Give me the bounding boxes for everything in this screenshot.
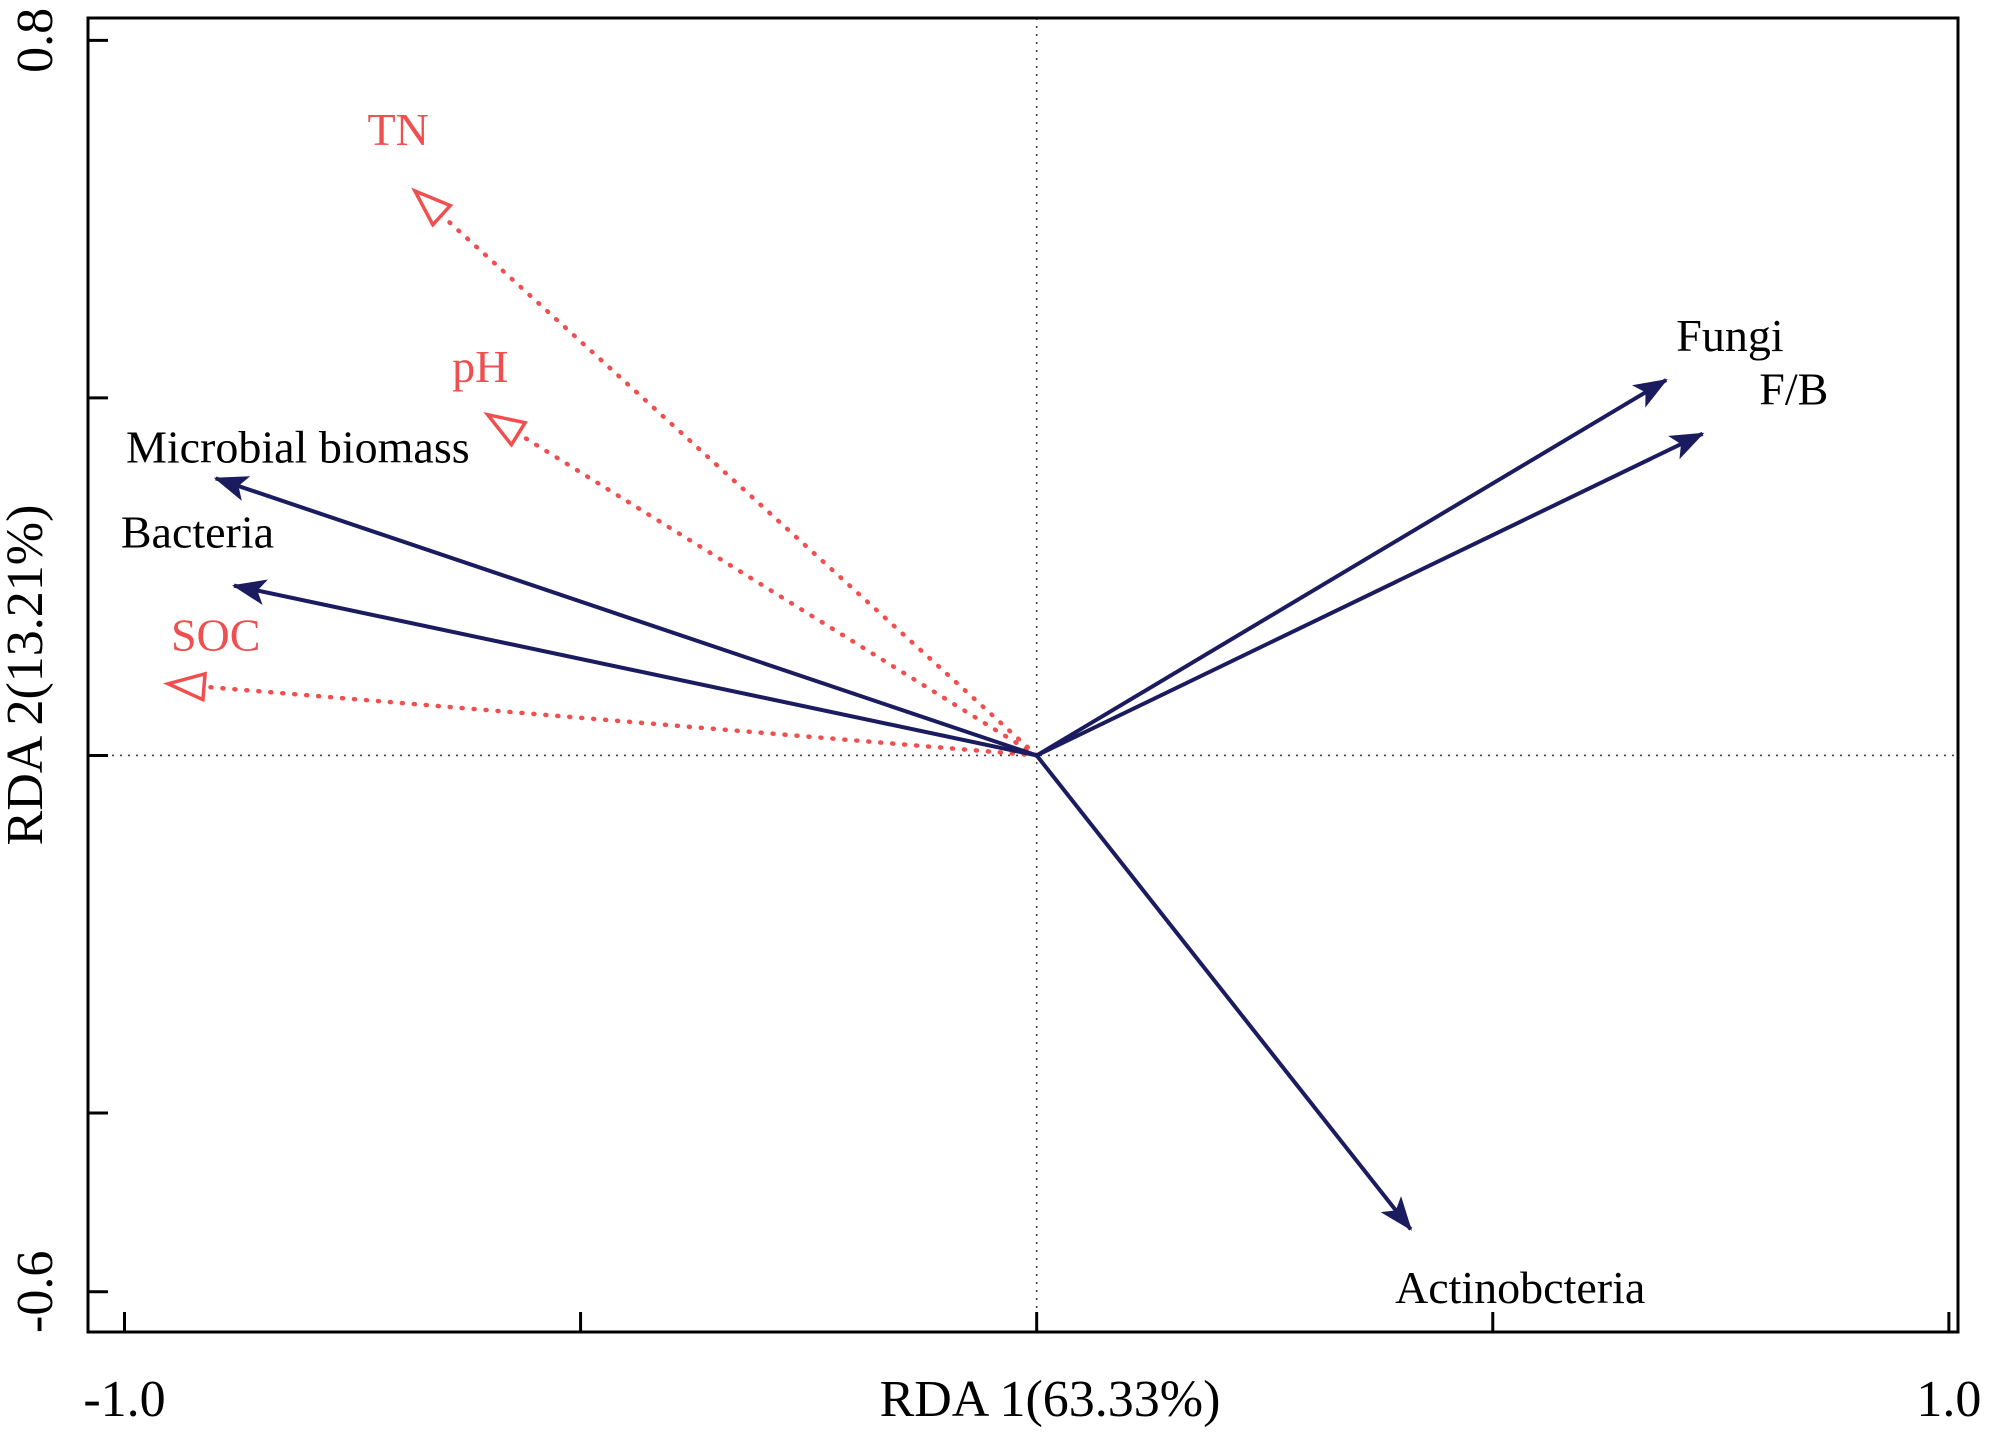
response-arrow-fungi	[1035, 378, 1668, 758]
env-arrow-ph	[489, 416, 1039, 758]
y-axis-title: RDA 2(13.21%)	[0, 505, 54, 846]
response-arrow-label-microbial-biomass: Microbial biomass	[126, 422, 470, 473]
env-arrow-soc	[170, 684, 1039, 758]
response-arrow-bacteria	[231, 579, 1038, 758]
response-arrow-label-fungi: Fungi	[1676, 310, 1783, 361]
response-arrow-label-f-b: F/B	[1759, 363, 1828, 414]
response-arrow-f-b	[1035, 431, 1705, 758]
y-axis-tick-label: -0.6	[7, 1251, 64, 1333]
chart-plot-area: -1.0 1.0 0.8 -0.6 TN pH SOC Microbial biomass Ba…	[7, 8, 1981, 1428]
x-axis-tick-label: -1.0	[83, 1371, 165, 1428]
response-arrow-label-bacteria: Bacteria	[121, 506, 274, 557]
plot-border	[86, 16, 1960, 1334]
x-axis-tick-label: 1.0	[1916, 1371, 1981, 1428]
env-arrow-label-ph: pH	[452, 341, 508, 392]
y-axis-tick-label: 0.8	[7, 8, 64, 73]
response-arrow-actinobcteria	[1035, 754, 1413, 1231]
response-arrow-label-actinobcteria: Actinobcteria	[1395, 1262, 1645, 1313]
env-arrow-tn	[416, 192, 1039, 758]
env-arrow-label-tn: TN	[367, 104, 428, 155]
env-arrow-label-soc: SOC	[171, 609, 260, 660]
x-axis-title: RDA 1(63.33%)	[880, 1371, 1221, 1428]
response-arrow-microbial-biomass	[213, 476, 1038, 758]
